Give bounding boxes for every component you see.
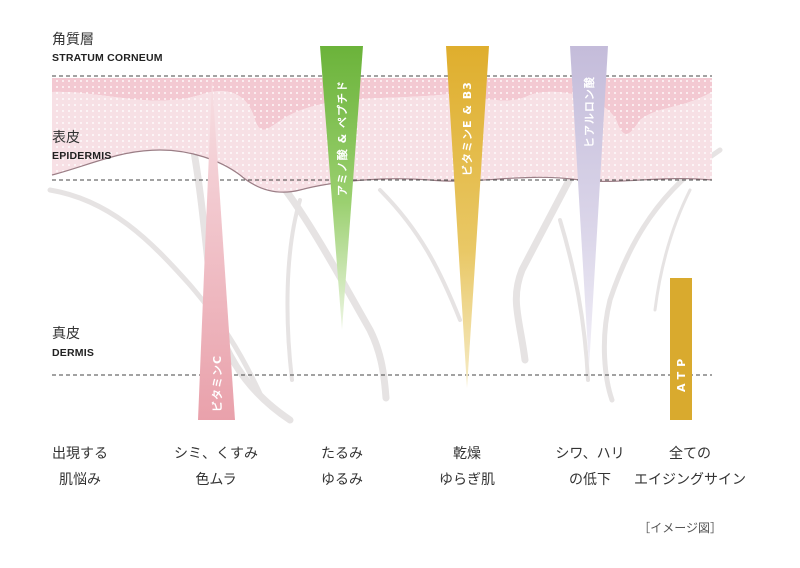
vitamin-c-wedge [198,80,235,420]
atp-bar [670,278,692,420]
concern-dryness-line1: 乾燥 [453,446,481,462]
hyaluronic-acid-wedge [570,46,608,368]
concern-wrinkles-line2: の低下 [569,472,611,488]
concern-sagging-line2: ゆるみ [321,472,363,488]
concern-spots-line2: 色ムラ [195,471,236,488]
vitamin-c-label: ビタミンC [210,355,224,412]
concerns-row: 出現する 肌悩み シミ、くすみ 色ムラ たるみ ゆるみ 乾燥 ゆらぎ肌 シワ、ハ… [52,445,746,488]
layer-label-dermis-ja: 真皮 [52,326,80,342]
vitamin-e-b3-wedge [446,46,489,388]
amino-peptide-label: アミノ酸 & ペプチド [335,80,349,196]
amino-peptide-wedge [320,46,363,330]
epidermis-dot-texture [52,78,712,193]
concern-wrinkles-line1: シワ、ハリ [555,446,624,462]
concern-header-line2: 肌悩み [59,472,101,488]
layer-label-epidermis-en: EPIDERMIS [52,150,112,162]
concern-spots-line1: シミ、くすみ [174,446,258,462]
layer-label-epidermis-ja: 表皮 [52,130,80,146]
hyaluronic-acid-label: ヒアルロン酸 [582,76,596,148]
layer-label-stratum-corneum-en: STRATUM CORNEUM [52,52,163,64]
atp-label: ATP [675,354,688,392]
concern-header-line1: 出現する [52,446,108,462]
concern-sagging-line1: たるみ [321,446,363,462]
image-note: ［イメージ図］ [638,521,722,535]
vitamin-e-b3-label: ビタミンE & B3 [460,81,474,176]
concern-aging-line1: 全ての [669,445,711,462]
concern-aging-line2: エイジングサイン [634,472,746,488]
layer-label-dermis-en: DERMIS [52,347,94,359]
layer-label-stratum-corneum-ja: 角質層 [52,32,94,48]
concern-dryness-line2: ゆらぎ肌 [439,472,495,488]
